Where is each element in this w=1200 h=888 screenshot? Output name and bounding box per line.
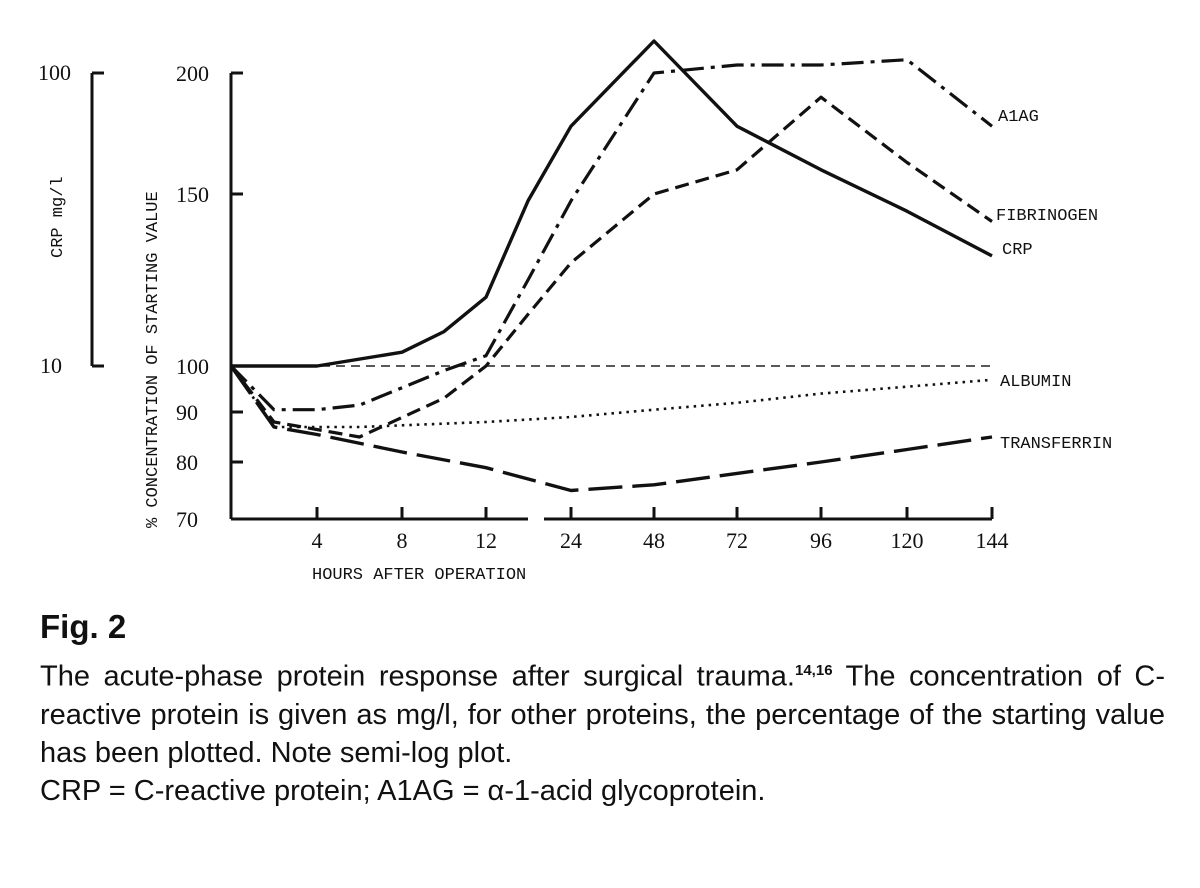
series-label-transferrin: TRANSFERRIN — [1000, 435, 1112, 454]
series-line-albumin — [229, 365, 993, 429]
x-tick-label: 72 — [726, 528, 748, 553]
y-tick-label: 90 — [176, 400, 198, 425]
x-tick-label: 24 — [560, 528, 582, 553]
caption-text-intro: The acute-phase protein response after s… — [40, 660, 795, 693]
figure-caption: Fig. 2 The acute-phase protein response … — [40, 608, 1165, 810]
series-line-crp — [231, 39, 993, 368]
x-tick-group: 4 8 12 24 48 72 96 120 144 — [312, 507, 1009, 553]
series-label-crp: CRP — [1002, 241, 1033, 260]
x-tick-label: 48 — [643, 528, 665, 553]
caption-abbreviations: CRP = C-reactive protein; A1AG = α-1-aci… — [40, 774, 766, 807]
caption-text-body: The concentration of C-reactive protein … — [40, 660, 1166, 769]
x-axis-title: HOURS AFTER OPERATION — [312, 566, 526, 585]
y-axis-title: % CONCENTRATION OF STARTING VALUE — [144, 191, 163, 528]
crp-tick-label-100: 100 — [38, 60, 71, 85]
y-tick-label: 150 — [176, 182, 209, 207]
figure-label: Fig. 2 — [40, 608, 127, 645]
caption-paragraph: The acute-phase protein response after s… — [40, 652, 1165, 772]
x-tick-label: 12 — [475, 528, 497, 553]
caption-reference-superscript: 14,16 — [795, 662, 833, 679]
crp-axis-title: CRP mg/l — [49, 176, 68, 258]
series-label-group: CRP A1AG FIBRINOGEN ALBUMIN TRANSFERRIN — [996, 108, 1112, 454]
x-tick-label: 4 — [312, 528, 323, 553]
crp-tick-label-10: 10 — [40, 353, 62, 378]
series-label-albumin: ALBUMIN — [1000, 373, 1071, 392]
y-tick-group: 70 80 90 100 150 200 — [176, 61, 243, 532]
x-tick-label: 120 — [891, 528, 924, 553]
series-line-transferrin — [229, 365, 993, 493]
crp-axis: 100 10 CRP mg/l — [38, 60, 104, 378]
series-group — [229, 39, 993, 493]
acute-phase-response-chart: 100 10 CRP mg/l % CONCENTRATION OF START… — [38, 39, 1112, 585]
x-tick-label: 96 — [810, 528, 832, 553]
main-axes — [229, 73, 992, 521]
x-tick-label: 8 — [397, 528, 408, 553]
y-tick-label: 200 — [176, 61, 209, 86]
series-label-a1ag: A1AG — [998, 108, 1039, 127]
series-line-a1ag — [229, 58, 993, 412]
y-tick-label: 80 — [176, 450, 198, 475]
series-label-fibrinogen: FIBRINOGEN — [996, 207, 1098, 226]
y-tick-label: 100 — [176, 354, 209, 379]
x-tick-label: 144 — [976, 528, 1009, 553]
series-line-fibrinogen — [229, 95, 993, 439]
y-tick-label: 70 — [176, 507, 198, 532]
